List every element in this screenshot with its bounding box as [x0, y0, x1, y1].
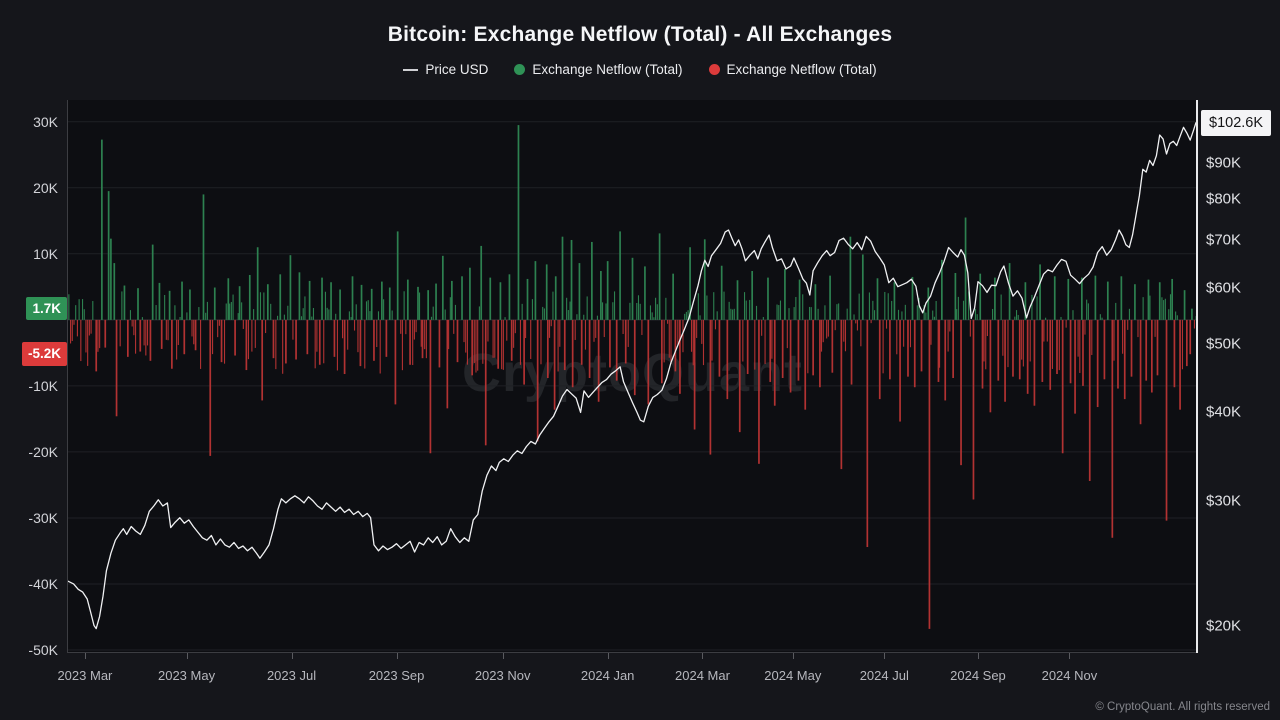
time-axis-label: 2023 Nov: [474, 668, 531, 683]
time-axis-label: 2023 Mar: [57, 668, 113, 683]
red-dot-icon: [708, 64, 720, 75]
time-axis-tick: [1069, 653, 1071, 659]
price-axis-label: $90K: [1206, 154, 1242, 172]
netflow-axis-label: 10K: [33, 245, 58, 262]
time-axis-label: 2023 Sep: [368, 668, 425, 683]
time-axis-label: 2024 Mar: [675, 668, 730, 683]
netflow-axis-label: -20K: [28, 443, 58, 460]
legend: Price USD Exchange Netflow (Total) Excha…: [0, 62, 1280, 77]
copyright: © CryptoQuant. All rights reserved: [1095, 701, 1270, 713]
netflow-axis-label: -30K: [28, 509, 58, 526]
time-axis-tick: [84, 653, 86, 659]
price-axis-line: [1196, 100, 1198, 653]
netflow-price-chart[interactable]: [68, 100, 1197, 652]
netflow-last-inflow-badge: 1.7K: [26, 296, 67, 321]
netflow-axis-label: -50K: [28, 642, 58, 659]
legend-label: Exchange Netflow (Total): [726, 62, 877, 77]
legend-label: Price USD: [425, 62, 489, 77]
price-axis-label: $30K: [1206, 492, 1242, 510]
time-axis-label: 2023 Jul: [266, 668, 317, 683]
price-line-icon: [403, 68, 419, 71]
time-axis-label: 2023 May: [157, 668, 216, 683]
legend-item-netflow-inflow[interactable]: Exchange Netflow (Total): [514, 62, 683, 77]
time-axis-tick: [607, 653, 609, 659]
price-axis-label: $60K: [1206, 279, 1242, 297]
netflow-axis-label: -10K: [28, 377, 58, 394]
netflow-last-outflow-badge: -5.2K: [21, 342, 67, 366]
watermark: CryptoQuant: [462, 343, 803, 404]
green-dot-icon: [514, 64, 526, 75]
time-axis-tick: [792, 653, 794, 659]
time-axis-tick: [396, 653, 398, 659]
price-axis-label: $40K: [1206, 403, 1242, 421]
time-axis-label: 2024 May: [764, 668, 822, 683]
time-axis-tick: [977, 653, 979, 659]
time-axis-tick: [291, 653, 293, 659]
legend-item-price[interactable]: Price USD: [403, 62, 488, 77]
price-line: [68, 122, 1197, 630]
time-axis-tick: [502, 653, 504, 659]
time-axis-tick: [186, 653, 188, 659]
gridlines: [68, 121, 1197, 651]
time-axis-label: 2024 Jan: [580, 668, 635, 683]
legend-item-netflow-outflow[interactable]: Exchange Netflow (Total): [708, 62, 877, 77]
chart-title: Bitcoin: Exchange Netflow (Total) - All …: [387, 23, 893, 46]
price-axis-label: $80K: [1206, 190, 1242, 208]
price-axis-label: $20K: [1206, 617, 1242, 635]
legend-label: Exchange Netflow (Total): [532, 62, 683, 77]
netflow-axis-label: -40K: [28, 575, 58, 592]
time-axis-tick: [702, 653, 704, 659]
price-axis-label: $50K: [1206, 335, 1242, 353]
plot-area[interactable]: CryptoQuant: [68, 100, 1197, 652]
time-axis-line: [68, 652, 1198, 653]
price-last-value-badge: $102.6K: [1201, 109, 1272, 137]
time-axis-label: 2024 Sep: [950, 668, 1006, 683]
netflow-bars: [68, 125, 1197, 629]
time-axis-tick: [884, 653, 886, 659]
time-axis-label: 2024 Jul: [859, 668, 909, 683]
time-axis-label: 2024 Nov: [1041, 668, 1098, 683]
price-axis-label: $70K: [1206, 231, 1242, 249]
netflow-axis-line: [67, 100, 68, 653]
netflow-axis-label: 20K: [33, 179, 58, 196]
netflow-axis-label: 30K: [33, 113, 58, 130]
